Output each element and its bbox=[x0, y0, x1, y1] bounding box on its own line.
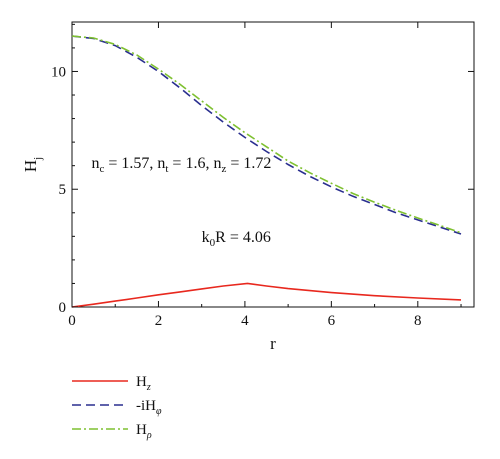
legend-label-hz: Hz bbox=[136, 374, 151, 393]
series-line-hphi bbox=[71, 35, 462, 235]
series-line-hz bbox=[71, 282, 462, 308]
annotation-k0r: k0R = 4.06 bbox=[202, 229, 271, 249]
legend-label-hphi: -iHφ bbox=[136, 398, 162, 417]
y-tick-label: 10 bbox=[51, 64, 66, 80]
x-tick-label: 0 bbox=[68, 313, 76, 329]
legend-label-hrho: Hρ bbox=[136, 422, 152, 441]
plot-frame bbox=[71, 21, 475, 308]
x-tick-label: 6 bbox=[328, 313, 336, 329]
y-tick-label: 0 bbox=[59, 300, 67, 316]
x-tick-label: 4 bbox=[241, 313, 249, 329]
x-axis-label: r bbox=[270, 334, 276, 353]
x-tick-label: 8 bbox=[414, 313, 422, 329]
x-tick-label: 2 bbox=[155, 313, 163, 329]
series-line-hrho bbox=[71, 35, 462, 234]
annotation-indices: nc = 1.57, nt = 1.6, nz = 1.72 bbox=[91, 155, 271, 175]
y-tick-label: 5 bbox=[59, 182, 67, 198]
y-axis-label: Hj bbox=[21, 157, 44, 172]
